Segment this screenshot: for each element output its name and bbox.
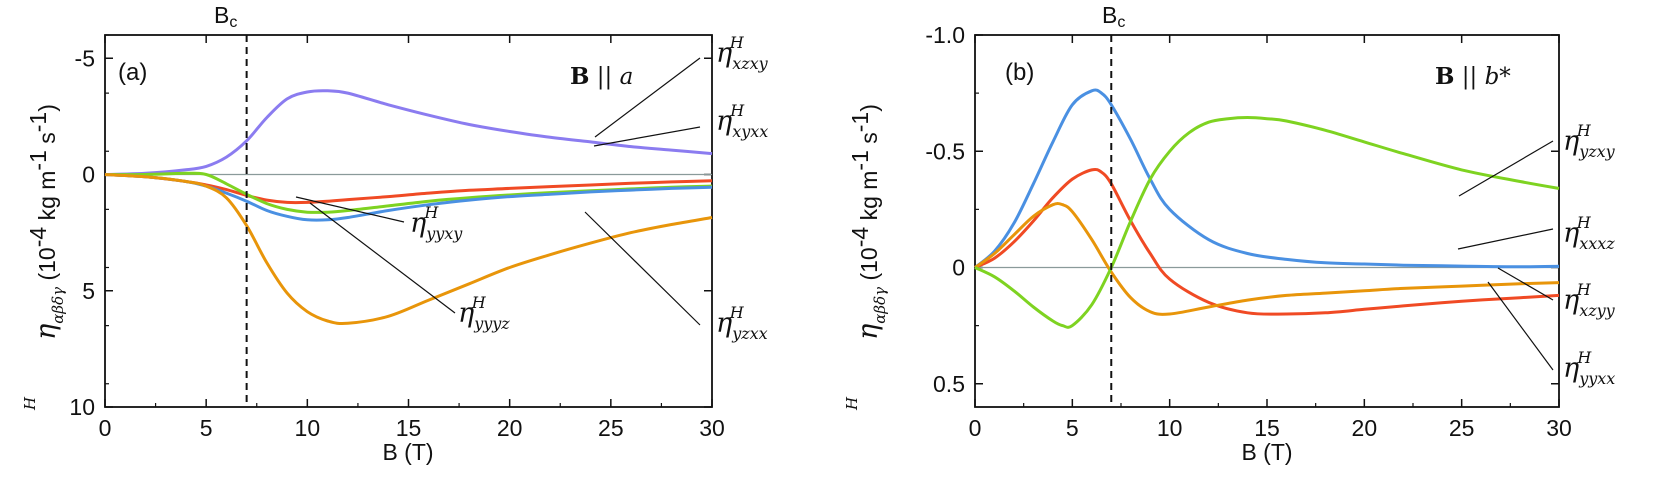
x-tick-label: 25: [598, 415, 624, 441]
label-eta-yyxy: ηyyxyH: [410, 203, 463, 243]
panel-a: 0 5 10 15 20 25 30 10 5 0 -5 (a) B || a Bc B (T) η…: [21, 2, 769, 465]
y-tick-label: -1.0: [925, 22, 965, 48]
label-leader-line: [309, 202, 456, 314]
axis-ticks: 0 5 10 15 20 25 300.50-0.5-1.0: [925, 22, 1571, 441]
label-eta-xzyy: ηxzyyH: [1563, 280, 1616, 320]
x-tick-label: 20: [497, 415, 523, 441]
label-eta-xxxz: ηxxxzH: [1563, 213, 1615, 253]
leader-lines: [295, 57, 701, 326]
axis-ticks: 0 5 10 15 20 25 30 10 5 0 -5: [69, 34, 725, 441]
x-axis-label: B (T): [1241, 439, 1292, 465]
label-eta-yyxx: ηyyxxH: [1563, 348, 1615, 388]
x-tick-label: 15: [1254, 415, 1280, 441]
x-axis-label: B (T): [382, 439, 433, 465]
x-tick-label: 0: [99, 415, 112, 441]
y-tick-label: 0: [82, 162, 95, 188]
y-tick-label: 5: [82, 278, 95, 304]
label-leader-line: [593, 126, 701, 147]
series-line-yyxx: [974, 167, 1560, 316]
label-eta-yzxy: ηyzxyH: [1563, 121, 1616, 161]
svg-text:ηαβδγ (10-4 kg m-1 s-1): ηαβδγ (10-4 kg m-1 s-1): [25, 104, 67, 340]
y-axis-label-sup: H: [843, 396, 861, 411]
panel-b: 0 5 10 15 20 25 300.50-0.5-1.0 (b) B || b* Bc …: [843, 2, 1616, 465]
series-line-yyyz: [104, 173, 713, 326]
svg-text:ηαβδγ (10-4 kg m-1 s-1): ηαβδγ (10-4 kg m-1 s-1): [847, 104, 889, 340]
x-tick-label: 30: [699, 415, 725, 441]
x-tick-label: 10: [1157, 415, 1183, 441]
x-tick-label: 20: [1352, 415, 1378, 441]
x-tick-label: 5: [1066, 415, 1079, 441]
label-eta-xyxx: ηxyxxH: [716, 101, 768, 141]
series-line-yzxx: [104, 173, 713, 222]
plot-frame: [104, 34, 713, 408]
plot-frame: [974, 34, 1560, 408]
y-tick-label: 0: [952, 255, 965, 281]
y-tick-label: -0.5: [925, 138, 965, 164]
label-leader-line: [1457, 228, 1554, 250]
x-tick-label: 10: [295, 415, 321, 441]
label-leader-line: [1458, 140, 1554, 197]
x-tick-label: 15: [396, 415, 422, 441]
x-tick-label: 0: [969, 415, 982, 441]
series-line-xxxz: [974, 88, 1560, 269]
x-tick-label: 25: [1449, 415, 1475, 441]
label-eta-xzxy: ηxzxyH: [716, 33, 769, 73]
x-tick-label: 30: [1546, 415, 1572, 441]
panel-label: (b): [1005, 59, 1034, 86]
label-leader-line: [1487, 281, 1554, 371]
x-tick-label: 5: [200, 415, 213, 441]
y-tick-label: 0.5: [933, 371, 965, 397]
series-layer: [974, 35, 1560, 407]
series-layer: [104, 35, 713, 407]
label-leader-line: [295, 196, 405, 223]
label-leader-line: [1497, 267, 1554, 301]
leader-lines: [1457, 140, 1554, 371]
series-line-xzyy: [974, 202, 1560, 316]
field-direction-label: B || b*: [1435, 63, 1511, 90]
y-tick-label: -5: [75, 45, 95, 71]
label-eta-yzxx: ηyzxxH: [716, 303, 768, 343]
y-tick-label: 10: [69, 394, 95, 420]
y-axis-label: ηαβδγ (10-4 kg m-1 s-1) H: [843, 104, 889, 411]
field-direction-label: B || a: [570, 63, 633, 90]
label-eta-yyyz: ηyyyzH: [458, 293, 510, 333]
y-axis-label-sup: H: [21, 396, 39, 411]
series-line-yzxy: [974, 116, 1560, 329]
series-line-xzxy: [104, 89, 713, 176]
critical-field-label: Bc: [214, 2, 237, 31]
critical-field-label: Bc: [1102, 2, 1125, 31]
label-leader-line: [594, 57, 701, 138]
panel-label: (a): [118, 59, 147, 86]
label-leader-line: [584, 211, 701, 326]
y-axis-label: ηαβδγ (10-4 kg m-1 s-1) H: [21, 104, 67, 411]
